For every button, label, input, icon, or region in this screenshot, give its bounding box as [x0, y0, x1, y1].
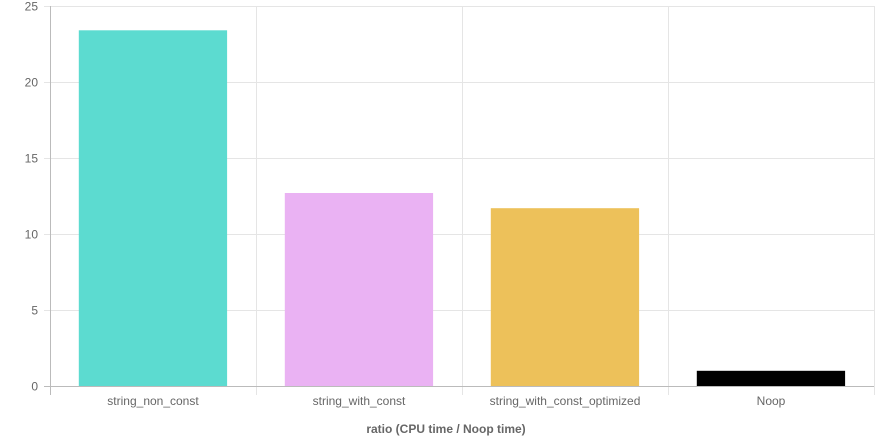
y-tick-labels: 0 5 10 15 20 25: [25, 0, 39, 394]
y-tick-label: 15: [25, 152, 39, 166]
bar-string-with-const: [284, 193, 434, 386]
y-tick-label: 10: [25, 228, 39, 242]
y-tick-label: 25: [25, 0, 39, 14]
x-tick-label: string_non_const: [107, 394, 199, 408]
x-tick-label: string_with_const_optimized: [490, 394, 641, 408]
bar-string-with-const-optimized: [490, 208, 640, 386]
y-tick-label: 20: [25, 76, 39, 90]
bars: [78, 30, 846, 387]
bar-string-non-const: [78, 30, 228, 387]
x-tick-label: string_with_const: [313, 394, 406, 408]
bar-noop: [696, 370, 846, 386]
axes: [44, 6, 874, 395]
x-tick-label: Noop: [757, 394, 786, 408]
x-axis-title: ratio (CPU time / Noop time): [366, 422, 525, 436]
y-tick-label: 0: [31, 380, 38, 394]
x-tick-labels: string_non_const string_with_const string_…: [107, 394, 785, 408]
y-tick-label: 5: [31, 304, 38, 318]
